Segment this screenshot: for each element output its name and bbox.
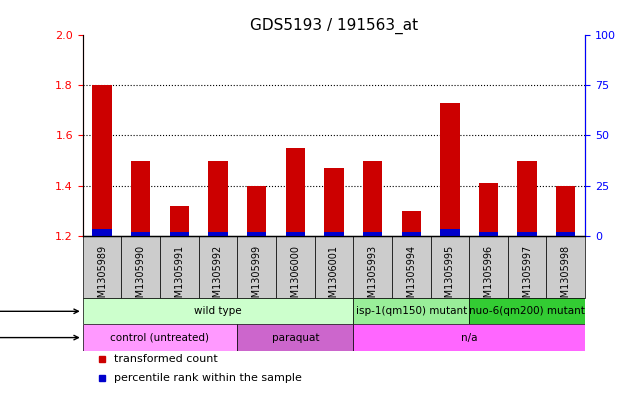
Text: GSM1305997: GSM1305997 — [522, 245, 532, 310]
Text: GSM1305999: GSM1305999 — [252, 245, 261, 310]
Text: GSM1305989: GSM1305989 — [97, 245, 107, 310]
Bar — [83, 298, 353, 325]
Text: GSM1306001: GSM1306001 — [329, 245, 339, 310]
Bar — [508, 235, 546, 298]
Bar — [546, 235, 585, 298]
Bar — [247, 232, 266, 235]
Bar — [556, 232, 576, 235]
Bar — [315, 235, 353, 298]
Bar — [276, 235, 315, 298]
Text: GSM1305992: GSM1305992 — [213, 245, 223, 310]
Bar — [469, 235, 508, 298]
Bar — [131, 232, 150, 235]
Text: isp-1(qm150) mutant: isp-1(qm150) mutant — [356, 306, 467, 316]
Text: GSM1305990: GSM1305990 — [135, 245, 146, 310]
Bar — [160, 235, 198, 298]
Bar — [170, 206, 189, 235]
Text: percentile rank within the sample: percentile rank within the sample — [114, 373, 301, 383]
Bar — [237, 325, 353, 351]
Bar — [92, 230, 112, 235]
Text: GSM1306000: GSM1306000 — [290, 245, 300, 310]
Bar — [353, 298, 469, 325]
Bar — [209, 232, 228, 235]
Bar — [363, 160, 382, 235]
Bar — [131, 160, 150, 235]
Text: nuo-6(qm200) mutant: nuo-6(qm200) mutant — [469, 306, 585, 316]
Text: GSM1305996: GSM1305996 — [483, 245, 494, 310]
Text: GSM1305993: GSM1305993 — [368, 245, 378, 310]
Bar — [92, 85, 112, 235]
Bar — [401, 211, 421, 235]
Bar — [286, 232, 305, 235]
Bar — [324, 232, 343, 235]
Bar — [469, 298, 585, 325]
Bar — [353, 235, 392, 298]
Bar — [440, 230, 459, 235]
Text: paraquat: paraquat — [272, 332, 319, 343]
Bar — [237, 235, 276, 298]
Text: GSM1305998: GSM1305998 — [561, 245, 570, 310]
Bar — [198, 235, 237, 298]
Bar — [363, 232, 382, 235]
Title: GDS5193 / 191563_at: GDS5193 / 191563_at — [250, 18, 418, 34]
Text: GSM1305994: GSM1305994 — [406, 245, 416, 310]
Text: wild type: wild type — [194, 306, 242, 316]
Bar — [286, 148, 305, 235]
Bar — [556, 185, 576, 235]
Bar — [431, 235, 469, 298]
Bar — [83, 235, 121, 298]
Text: n/a: n/a — [461, 332, 478, 343]
Bar — [518, 232, 537, 235]
Bar — [518, 160, 537, 235]
Text: transformed count: transformed count — [114, 354, 218, 364]
Bar — [353, 325, 585, 351]
Bar — [247, 185, 266, 235]
Bar — [392, 235, 431, 298]
Bar — [121, 235, 160, 298]
Bar — [324, 168, 343, 235]
Bar — [479, 183, 498, 235]
Text: control (untreated): control (untreated) — [111, 332, 209, 343]
Text: GSM1305991: GSM1305991 — [174, 245, 184, 310]
Bar — [440, 103, 459, 235]
Bar — [209, 160, 228, 235]
Bar — [401, 232, 421, 235]
Bar — [170, 232, 189, 235]
Bar — [479, 232, 498, 235]
Text: GSM1305995: GSM1305995 — [445, 245, 455, 310]
Text: protocol: protocol — [0, 332, 78, 343]
Bar — [83, 325, 237, 351]
Text: genotype/variation: genotype/variation — [0, 306, 78, 316]
